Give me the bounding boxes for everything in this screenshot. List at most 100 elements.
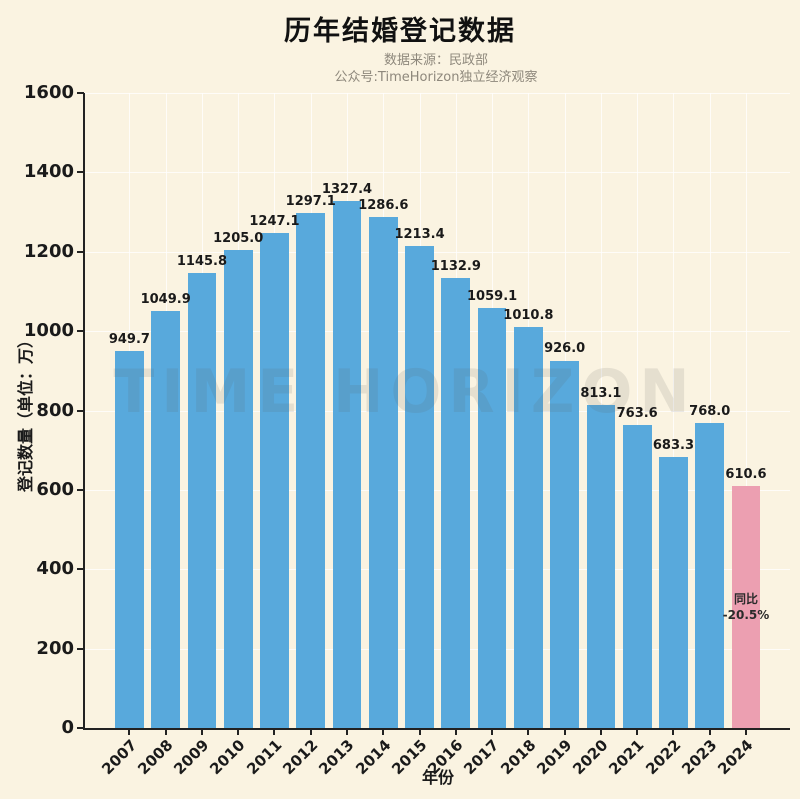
y-tick-mark — [77, 488, 84, 491]
x-tick-mark — [346, 730, 349, 735]
y-tick-mark — [77, 92, 84, 94]
x-tick-label: 2014 — [351, 736, 395, 779]
y-tick-label: 200 — [36, 637, 74, 659]
x-tick-label: 2013 — [315, 736, 358, 779]
bar-2008 — [151, 311, 181, 728]
x-tick-mark — [164, 730, 167, 735]
gridline-vertical — [745, 93, 747, 728]
x-tick-label: 2009 — [170, 736, 213, 779]
x-tick-label: 2017 — [460, 736, 503, 779]
highlight-annotation: 同比 -20.5% — [723, 591, 770, 623]
x-tick-mark — [599, 730, 602, 735]
gridline-horizontal — [85, 569, 790, 571]
bar-2022 — [659, 456, 688, 728]
gridline-vertical — [709, 93, 711, 728]
bar-value-label: 1213.4 — [394, 227, 445, 243]
x-tick-label: 2023 — [678, 736, 721, 779]
y-tick-label: 0 — [61, 717, 74, 738]
bar-2013 — [332, 201, 362, 728]
x-tick-label: 2019 — [533, 736, 576, 779]
x-tick-mark — [454, 730, 457, 735]
x-tick-mark — [708, 730, 711, 735]
y-tick-mark — [77, 647, 84, 650]
bar-2012 — [296, 213, 326, 728]
bar-value-label: 1049.9 — [140, 292, 191, 308]
bar-value-label: 610.6 — [725, 466, 767, 482]
x-tick-label: 2024 — [714, 736, 757, 779]
x-tick-label: 2022 — [641, 736, 685, 779]
x-tick-mark — [418, 730, 421, 735]
bar-2007 — [115, 351, 144, 728]
x-tick-mark — [273, 730, 276, 735]
bar-2024 — [731, 485, 761, 728]
y-tick-label: 600 — [36, 478, 74, 500]
x-tick-label: 2020 — [569, 736, 612, 779]
x-tick-mark — [527, 730, 530, 735]
bar-2023 — [695, 423, 725, 728]
bar-value-label: 1286.6 — [358, 198, 409, 214]
bar-2015 — [405, 246, 434, 728]
bar-2010 — [223, 249, 253, 728]
bar-value-label: 1059.1 — [467, 288, 518, 304]
x-tick-label: 2021 — [605, 736, 648, 779]
x-axis-title: 年份 — [421, 768, 455, 787]
x-tick-mark — [636, 730, 639, 735]
bar-value-label: 1327.4 — [321, 182, 373, 198]
bar-2017 — [477, 307, 507, 728]
y-tick-label: 800 — [36, 399, 74, 421]
page-title: 历年结婚登记数据 — [284, 16, 516, 47]
gridline-horizontal — [85, 172, 790, 174]
subtitle-data-source: 数据来源：民政部 — [383, 53, 489, 68]
y-tick-label: 1000 — [23, 320, 74, 342]
x-tick-label: 2010 — [206, 736, 249, 779]
x-tick-label: 2012 — [279, 736, 322, 779]
x-tick-mark — [491, 730, 494, 735]
x-tick-label: 2018 — [496, 736, 540, 779]
y-tick-mark — [77, 250, 84, 253]
y-tick-mark — [77, 568, 84, 571]
x-tick-label: 2007 — [97, 736, 141, 779]
bar-2016 — [441, 278, 471, 728]
y-tick-mark — [77, 171, 84, 174]
gridline-horizontal — [85, 251, 790, 253]
bar-value-label: 1132.9 — [430, 259, 481, 275]
bar-value-label: 763.6 — [616, 405, 658, 421]
bar-2018 — [513, 326, 543, 728]
x-tick-mark — [309, 730, 312, 735]
subtitle-account: 公众号:TimeHorizon独立经济观察 — [334, 70, 538, 85]
x-tick-mark — [128, 730, 131, 735]
bar-value-label: 768.0 — [689, 404, 731, 420]
annotation-line1: 同比 — [733, 591, 758, 606]
y-tick-label: 1200 — [23, 240, 74, 262]
gridline-vertical — [673, 93, 675, 728]
plot-area: 0 200 400 600 800 1000 1200 1400 1600 949.7 2007 10… — [24, 84, 790, 778]
bar-value-label: 813.1 — [580, 386, 622, 402]
bar-value-label: 1145.8 — [176, 254, 228, 270]
bar-2019 — [550, 360, 580, 728]
bar-value-label: 1205.0 — [213, 230, 264, 246]
bar-2009 — [187, 273, 217, 728]
gridline-vertical — [637, 93, 639, 728]
x-tick-mark — [382, 730, 385, 735]
y-tick-label: 1600 — [23, 82, 74, 103]
y-tick-mark — [77, 330, 84, 333]
x-tick-mark — [744, 730, 747, 735]
y-tick-label: 400 — [36, 558, 74, 580]
x-tick-label: 2008 — [134, 736, 177, 779]
bar-value-label: 683.3 — [652, 437, 694, 453]
gridline-horizontal — [85, 93, 790, 94]
bar-value-label: 1010.8 — [503, 307, 554, 323]
x-tick-mark — [672, 730, 675, 735]
bar-2014 — [368, 217, 398, 728]
bar-2021 — [622, 424, 652, 728]
y-tick-label: 1400 — [23, 161, 74, 183]
bar-2011 — [260, 233, 289, 728]
x-tick-mark — [200, 730, 203, 735]
gridline-horizontal — [85, 489, 790, 491]
gridline-horizontal — [85, 648, 790, 650]
y-tick-mark — [77, 409, 84, 412]
bar-value-label: 1247.1 — [249, 214, 300, 230]
bar-2020 — [586, 405, 616, 728]
gridline-horizontal — [85, 331, 790, 333]
